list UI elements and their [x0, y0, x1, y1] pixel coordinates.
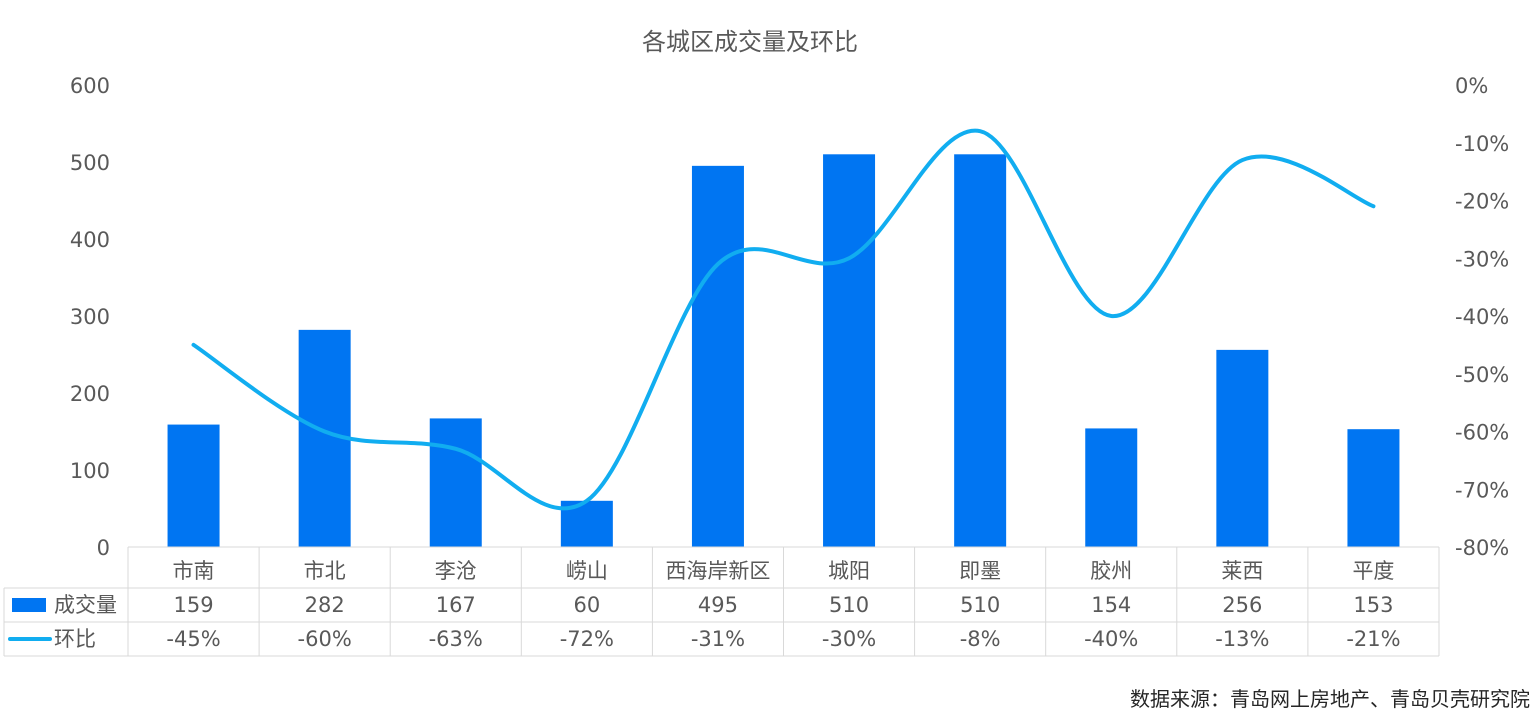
- y-right-tick-label: -30%: [1455, 247, 1509, 271]
- bar: [1085, 428, 1138, 547]
- category-label: 崂山: [566, 559, 608, 583]
- table-cell-huanbi: -60%: [298, 627, 352, 651]
- y-left-tick-label: 300: [70, 305, 110, 329]
- category-label: 莱西: [1221, 559, 1263, 583]
- bar: [1347, 429, 1400, 547]
- y-left-tick-label: 0: [97, 536, 110, 560]
- y-right-tick-label: -40%: [1455, 305, 1509, 329]
- y-left-tick-label: 500: [70, 151, 110, 175]
- legend-label-volume: 成交量: [54, 593, 117, 617]
- table-cell-volume: 154: [1091, 593, 1131, 617]
- category-label: 李沧: [435, 559, 477, 583]
- data-source-note: 数据来源：青岛网上房地产、青岛贝壳研究院: [1130, 687, 1530, 711]
- table-cell-huanbi: -21%: [1346, 627, 1400, 651]
- bar: [167, 424, 220, 547]
- category-label: 市北: [304, 559, 346, 583]
- y-right-tick-label: -80%: [1455, 536, 1509, 560]
- y-right-tick-label: -20%: [1455, 190, 1509, 214]
- table-cell-huanbi: -45%: [166, 627, 220, 651]
- table-cell-huanbi: -13%: [1215, 627, 1269, 651]
- category-label: 平度: [1352, 559, 1394, 583]
- bar: [429, 418, 482, 547]
- table-cell-huanbi: -30%: [822, 627, 876, 651]
- y-right-tick-label: -10%: [1455, 132, 1509, 156]
- category-label: 即墨: [959, 559, 1001, 583]
- table-cell-huanbi: -63%: [429, 627, 483, 651]
- category-label: 胶州: [1090, 559, 1132, 583]
- legend-label-huanbi: 环比: [54, 627, 96, 651]
- chart-title: 各城区成交量及环比: [642, 28, 858, 56]
- y-right-tick-label: -70%: [1455, 478, 1509, 502]
- bar: [1216, 349, 1269, 547]
- y-left-tick-label: 400: [70, 228, 110, 252]
- table-cell-volume: 282: [305, 593, 345, 617]
- bar: [954, 154, 1007, 548]
- y-left-tick-label: 100: [70, 459, 110, 483]
- bar: [691, 165, 744, 547]
- table-cell-volume: 256: [1222, 593, 1262, 617]
- category-label: 城阳: [828, 559, 870, 583]
- table-cell-volume: 159: [174, 593, 214, 617]
- table-cell-volume: 495: [698, 593, 738, 617]
- legend-key-volume: [12, 598, 46, 612]
- line-series-huanbi: [191, 128, 1376, 511]
- table-cell-volume: 510: [960, 593, 1000, 617]
- y-right-tick-label: 0%: [1455, 74, 1488, 98]
- y-left-tick-label: 200: [70, 382, 110, 406]
- table-cell-volume: 153: [1353, 593, 1393, 617]
- category-label: 西海岸新区: [665, 559, 770, 583]
- table-cell-huanbi: -72%: [560, 627, 614, 651]
- category-label: 市南: [173, 559, 215, 583]
- table-cell-volume: 510: [829, 593, 869, 617]
- table-cell-volume: 167: [436, 593, 476, 617]
- y-right-tick-label: -50%: [1455, 363, 1509, 387]
- table-cell-volume: 60: [573, 593, 600, 617]
- y-right-tick-label: -60%: [1455, 421, 1509, 445]
- bar: [823, 154, 876, 548]
- table-cell-huanbi: -31%: [691, 627, 745, 651]
- table-cell-huanbi: -8%: [960, 627, 1001, 651]
- y-left-tick-label: 600: [70, 74, 110, 98]
- table-cell-huanbi: -40%: [1084, 627, 1138, 651]
